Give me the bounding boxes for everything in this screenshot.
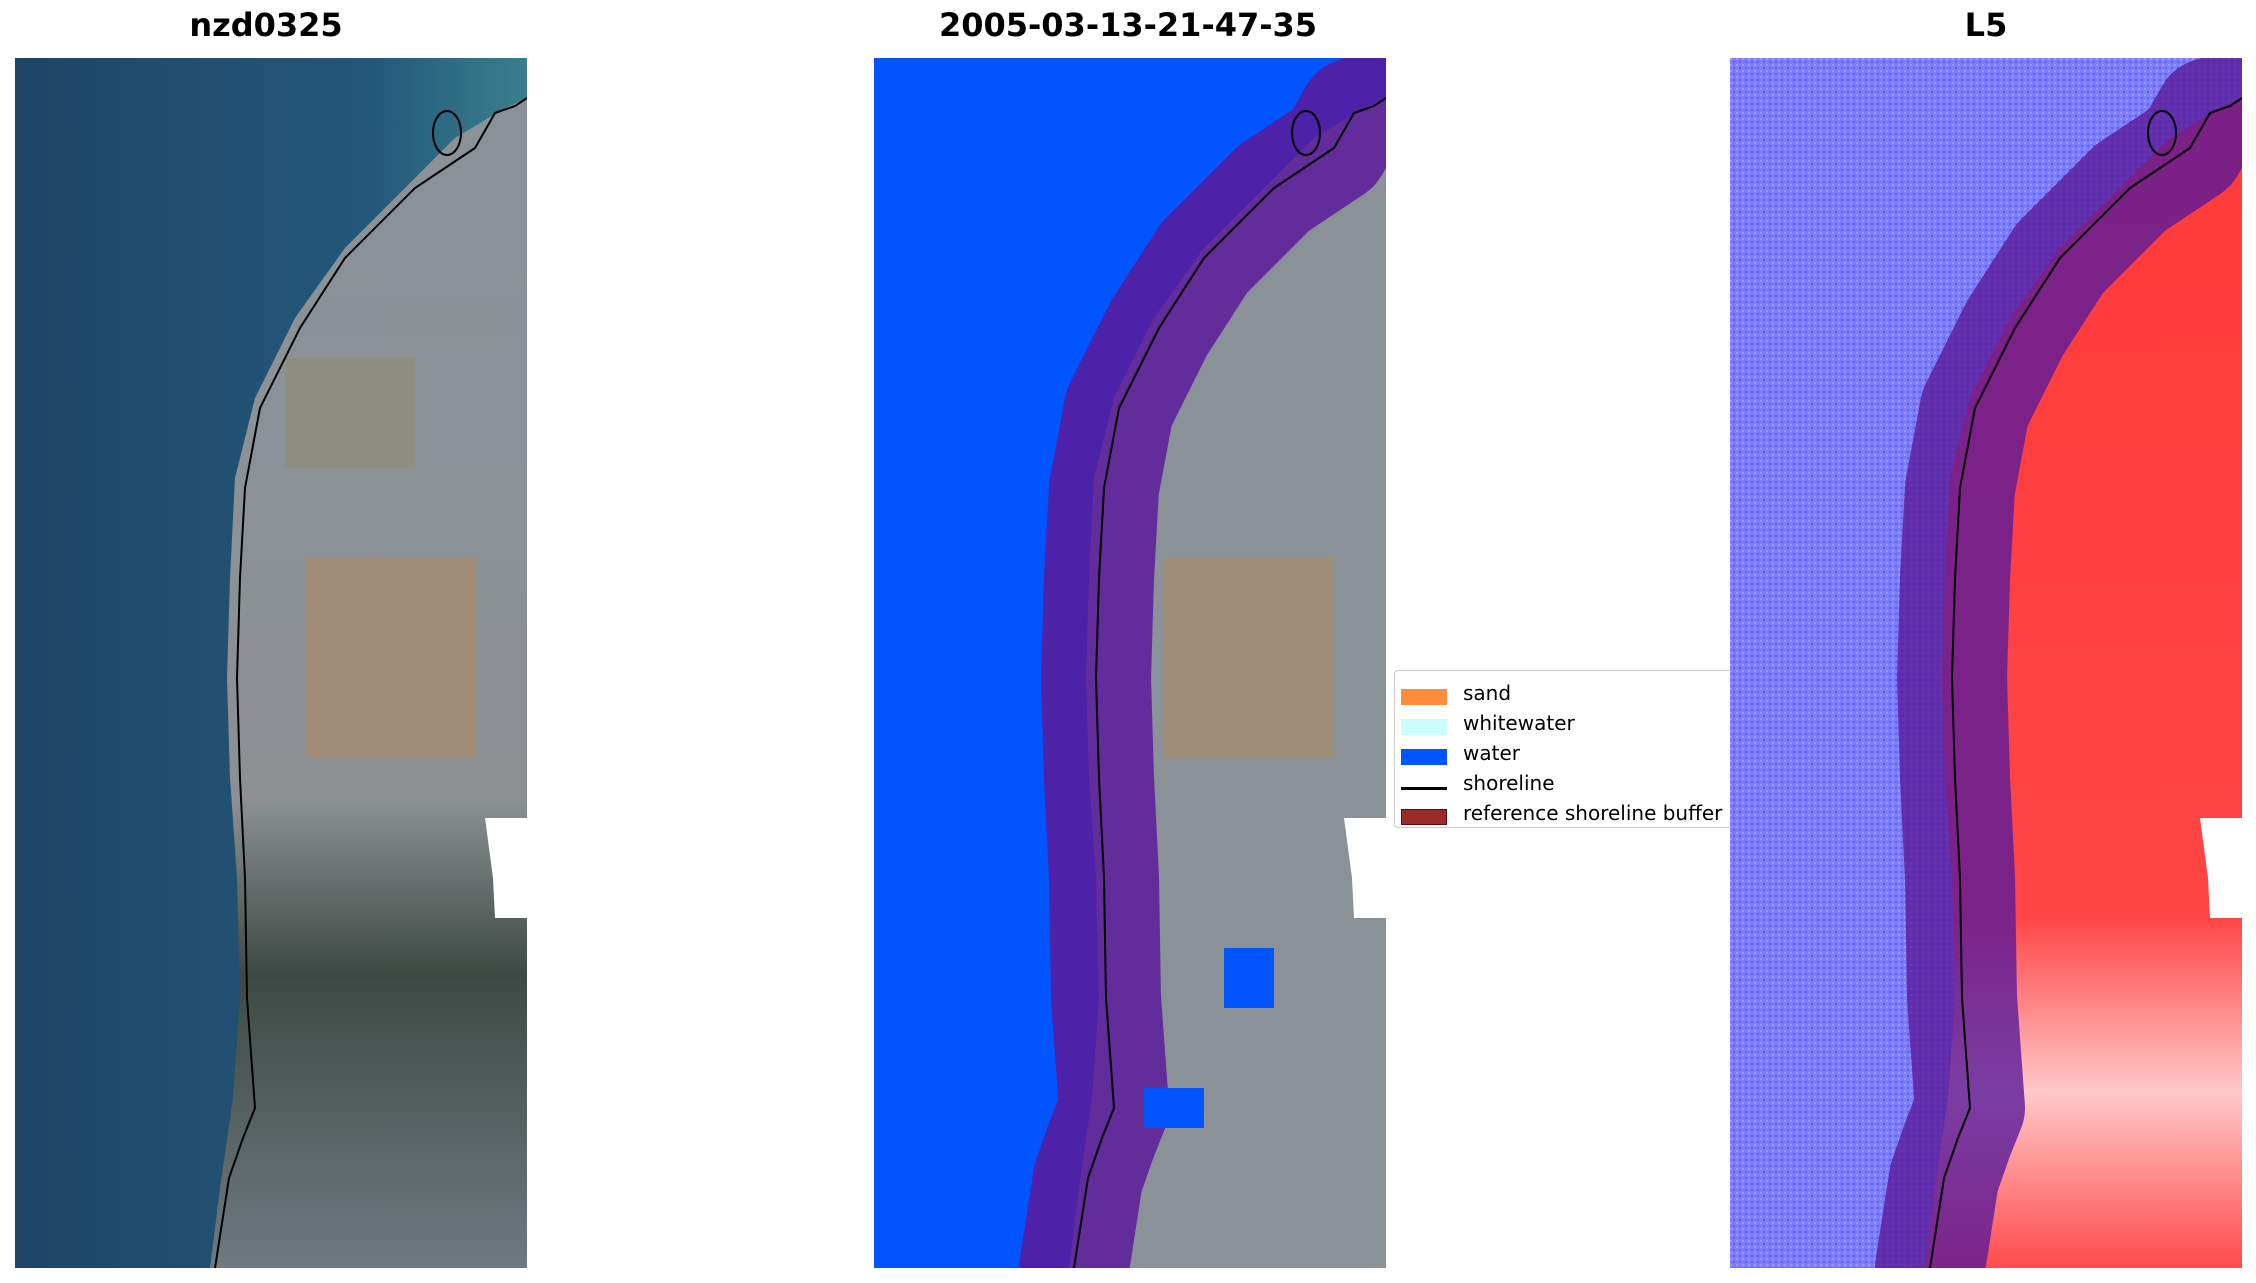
legend-label: water <box>1463 741 1520 765</box>
classification-panel <box>874 58 1386 1268</box>
rgb-image-panel <box>15 58 527 1268</box>
shoreline <box>1929 97 2242 1268</box>
panel-title-rgb: nzd0325 <box>189 6 343 44</box>
water-swatch <box>1401 749 1447 765</box>
panel-title-index: L5 <box>1964 6 2008 44</box>
panel-title-classification: 2005-03-13-21-47-35 <box>938 6 1318 44</box>
index-panel <box>1730 58 2242 1268</box>
airfield <box>305 558 475 758</box>
shoreline-swatch <box>1401 787 1447 790</box>
legend-item-whitewater: whitewater <box>1395 709 1745 739</box>
legend-item-water: water <box>1395 739 1745 769</box>
legend: sand whitewater water shoreline referenc… <box>1394 670 1746 828</box>
legend-label: whitewater <box>1463 711 1575 735</box>
sand-swatch <box>1401 689 1447 705</box>
shoreline <box>214 97 527 1268</box>
legend-label: shoreline <box>1463 771 1555 795</box>
whitewater-swatch <box>1401 719 1447 735</box>
legend-item-shoreline: shoreline <box>1395 769 1745 799</box>
legend-label: sand <box>1463 681 1512 705</box>
legend-label: reference shoreline buffer <box>1463 801 1723 825</box>
shoreline <box>1073 97 1386 1268</box>
buffer-swatch <box>1401 809 1447 825</box>
legend-item-sand: sand <box>1395 679 1745 709</box>
legend-item-buffer: reference shoreline buffer <box>1395 799 1745 829</box>
